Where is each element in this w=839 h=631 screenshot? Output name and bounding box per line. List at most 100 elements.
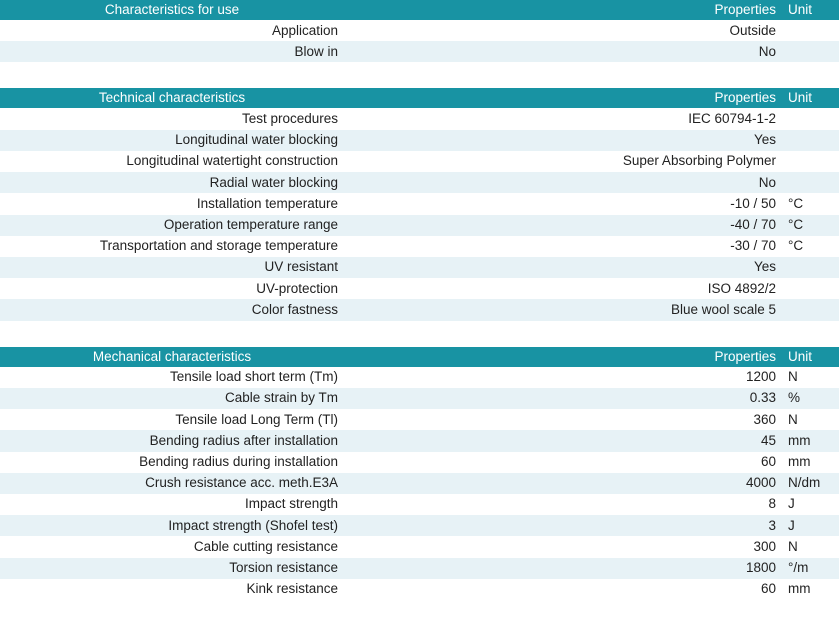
table-row: Tensile load Long Term (Tl)360N (0, 409, 839, 430)
row-property: No (344, 172, 782, 193)
row-label: Bending radius during installation (0, 452, 344, 473)
row-property: -40 / 70 (344, 215, 782, 236)
spec-table: Mechanical characteristicsPropertiesUnit… (0, 347, 839, 600)
row-label: Torsion resistance (0, 558, 344, 579)
row-property: ISO 4892/2 (344, 278, 782, 299)
row-label: Installation temperature (0, 193, 344, 214)
row-property: Blue wool scale 5 (344, 299, 782, 320)
row-unit: °C (782, 236, 839, 257)
row-unit: J (782, 515, 839, 536)
row-unit: J (782, 494, 839, 515)
spec-table: Technical characteristicsPropertiesUnitT… (0, 88, 839, 320)
row-label: Operation temperature range (0, 215, 344, 236)
row-property: 360 (344, 409, 782, 430)
row-unit: N/dm (782, 473, 839, 494)
table-row: Blow inNo (0, 41, 839, 62)
row-property: 300 (344, 536, 782, 557)
row-property: 60 (344, 579, 782, 600)
row-property: Yes (344, 257, 782, 278)
table-header-row: Characteristics for usePropertiesUnit (0, 0, 839, 20)
spec-tables: Characteristics for usePropertiesUnitApp… (0, 0, 839, 600)
row-label: Longitudinal watertight construction (0, 151, 344, 172)
row-label: Transportation and storage temperature (0, 236, 344, 257)
row-unit: °C (782, 193, 839, 214)
row-label: Blow in (0, 41, 344, 62)
table-row: Transportation and storage temperature-3… (0, 236, 839, 257)
row-label: Radial water blocking (0, 172, 344, 193)
row-unit: °/m (782, 558, 839, 579)
row-label: UV-protection (0, 278, 344, 299)
row-label: Kink resistance (0, 579, 344, 600)
row-property: 1800 (344, 558, 782, 579)
row-label: Cable strain by Tm (0, 388, 344, 409)
row-unit: N (782, 536, 839, 557)
row-label: Color fastness (0, 299, 344, 320)
row-label: Bending radius after installation (0, 430, 344, 451)
col-header-properties: Properties (344, 347, 782, 367)
row-unit (782, 108, 839, 129)
table-row: Installation temperature-10 / 50°C (0, 193, 839, 214)
row-label: Application (0, 20, 344, 41)
row-unit (782, 257, 839, 278)
section-title: Technical characteristics (0, 88, 344, 108)
row-property: Super Absorbing Polymer (344, 151, 782, 172)
row-label: UV resistant (0, 257, 344, 278)
table-row: UV-protectionISO 4892/2 (0, 278, 839, 299)
table-row: Cable cutting resistance300N (0, 536, 839, 557)
row-label: Tensile load Long Term (Tl) (0, 409, 344, 430)
row-property: -30 / 70 (344, 236, 782, 257)
row-label: Impact strength (0, 494, 344, 515)
row-property: -10 / 50 (344, 193, 782, 214)
table-row: Operation temperature range-40 / 70°C (0, 215, 839, 236)
row-unit: mm (782, 579, 839, 600)
section: Technical characteristicsPropertiesUnitT… (0, 88, 839, 320)
row-unit (782, 172, 839, 193)
row-unit: °C (782, 215, 839, 236)
table-row: Cable strain by Tm0.33% (0, 388, 839, 409)
row-unit (782, 151, 839, 172)
row-property: IEC 60794-1-2 (344, 108, 782, 129)
table-row: ApplicationOutside (0, 20, 839, 41)
col-header-unit: Unit (782, 0, 839, 20)
row-label: Crush resistance acc. meth.E3A (0, 473, 344, 494)
table-row: Crush resistance acc. meth.E3A4000N/dm (0, 473, 839, 494)
row-label: Test procedures (0, 108, 344, 129)
table-row: Impact strength (Shofel test)3J (0, 515, 839, 536)
row-unit: mm (782, 452, 839, 473)
table-row: Color fastnessBlue wool scale 5 (0, 299, 839, 320)
table-row: Radial water blockingNo (0, 172, 839, 193)
table-header-row: Mechanical characteristicsPropertiesUnit (0, 347, 839, 367)
table-row: Test proceduresIEC 60794-1-2 (0, 108, 839, 129)
row-property: 4000 (344, 473, 782, 494)
section-title: Mechanical characteristics (0, 347, 344, 367)
table-row: UV resistantYes (0, 257, 839, 278)
table-header-row: Technical characteristicsPropertiesUnit (0, 88, 839, 108)
row-property: 0.33 (344, 388, 782, 409)
row-unit (782, 20, 839, 41)
row-property: 8 (344, 494, 782, 515)
row-unit (782, 278, 839, 299)
section: Mechanical characteristicsPropertiesUnit… (0, 347, 839, 600)
row-label: Cable cutting resistance (0, 536, 344, 557)
table-row: Tensile load short term (Tm)1200N (0, 367, 839, 388)
row-unit: N (782, 367, 839, 388)
spec-table: Characteristics for usePropertiesUnitApp… (0, 0, 839, 62)
section-title: Characteristics for use (0, 0, 344, 20)
section: Characteristics for usePropertiesUnitApp… (0, 0, 839, 62)
col-header-properties: Properties (344, 0, 782, 20)
row-property: 45 (344, 430, 782, 451)
row-unit: mm (782, 430, 839, 451)
table-row: Bending radius after installation45mm (0, 430, 839, 451)
table-row: Torsion resistance1800°/m (0, 558, 839, 579)
row-property: 1200 (344, 367, 782, 388)
row-property: Yes (344, 130, 782, 151)
row-label: Tensile load short term (Tm) (0, 367, 344, 388)
row-unit: N (782, 409, 839, 430)
row-unit: % (782, 388, 839, 409)
row-label: Impact strength (Shofel test) (0, 515, 344, 536)
row-property: Outside (344, 20, 782, 41)
row-property: 3 (344, 515, 782, 536)
col-header-properties: Properties (344, 88, 782, 108)
table-row: Longitudinal water blockingYes (0, 130, 839, 151)
col-header-unit: Unit (782, 88, 839, 108)
